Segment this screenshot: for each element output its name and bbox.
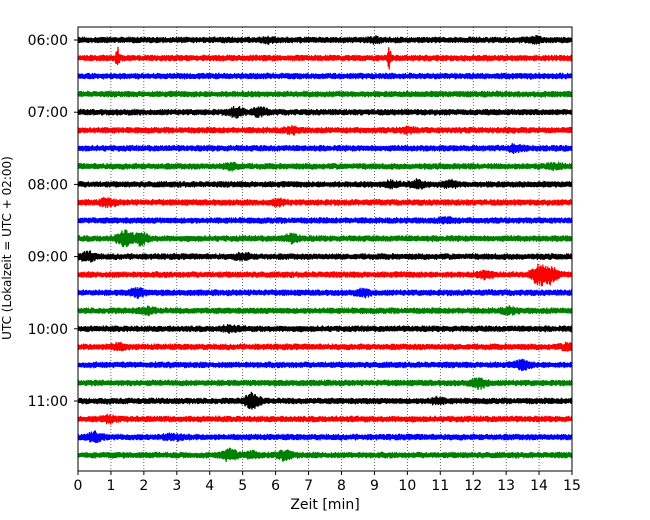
trace-line: [77, 105, 573, 119]
x-tick-label: 1: [106, 478, 115, 494]
trace-line: [77, 323, 573, 335]
x-tick-label: 4: [205, 478, 214, 494]
y-tick-label: 08:00: [28, 177, 68, 193]
trace-line: [77, 447, 573, 463]
x-tick-label: 5: [238, 478, 247, 494]
x-tick-label: 8: [337, 478, 346, 494]
y-axis-ticks: 06:00 07:00 08:00 09:00 10:00 11:00: [28, 33, 78, 410]
x-tick-label: 13: [497, 478, 515, 494]
trace-line: [77, 178, 573, 190]
trace-line: [77, 413, 573, 425]
trace-line: [77, 46, 573, 70]
x-tick-label: 12: [464, 478, 482, 494]
x-tick-label: 9: [370, 478, 379, 494]
trace-series: [77, 35, 573, 463]
trace-line: [77, 358, 573, 372]
y-tick-label: 06:00: [28, 33, 68, 49]
x-tick-label: 6: [271, 478, 280, 494]
y-tick-label: 09:00: [28, 250, 68, 266]
y-tick-label: 07:00: [28, 105, 68, 121]
trace-line: [77, 161, 573, 172]
plot-frame: [77, 26, 573, 472]
x-tick-label: 0: [74, 478, 83, 494]
x-tick-label: 11: [431, 478, 449, 494]
x-tick-label: 7: [304, 478, 313, 494]
x-axis-ticks: 0 1 2 3 4 5 6 7 8 9 10 11 12 13 14 15: [74, 471, 581, 494]
trace-line: [77, 250, 573, 263]
trace-line: [77, 287, 573, 299]
trace-line: [77, 35, 573, 45]
trace-line: [77, 229, 573, 248]
trace-line: [77, 391, 573, 410]
x-tick-label: 10: [398, 478, 416, 494]
x-tick-label: 14: [530, 478, 548, 494]
trace-line: [77, 72, 573, 80]
x-tick-label: 15: [563, 478, 581, 494]
trace-line: [77, 142, 573, 155]
grid-lines: [110, 27, 540, 471]
trace-line: [77, 305, 573, 317]
trace-line: [77, 124, 573, 136]
trace-line: [77, 377, 573, 391]
y-axis-label: UTC (Lokalzeit = UTC + 02:00): [0, 156, 14, 340]
trace-line: [77, 430, 573, 444]
x-axis-label: Zeit [min]: [290, 497, 359, 513]
y-tick-label: 10:00: [28, 322, 68, 338]
x-tick-label: 3: [172, 478, 181, 494]
trace-line: [77, 197, 573, 209]
trace-line: [77, 341, 573, 352]
x-tick-label: 2: [139, 478, 148, 494]
trace-line: [77, 263, 573, 287]
y-tick-label: 11:00: [28, 394, 68, 410]
trace-line: [77, 90, 573, 98]
trace-line: [77, 215, 573, 225]
